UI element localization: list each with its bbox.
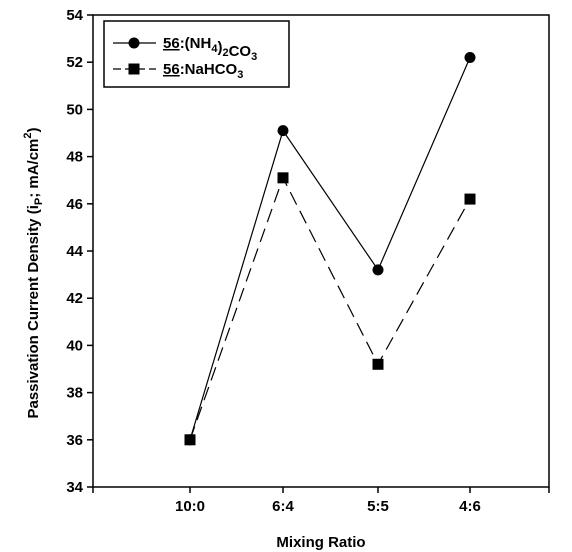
legend-marker-1 bbox=[128, 37, 140, 49]
y-tick-label: 38 bbox=[66, 385, 83, 402]
y-tick-label: 54 bbox=[66, 7, 83, 24]
series-2-point bbox=[464, 193, 476, 205]
y-tick-label: 46 bbox=[66, 196, 83, 213]
legend-label-1: 56:(NH4)2CO3 bbox=[163, 35, 257, 63]
series-2-point bbox=[184, 434, 196, 446]
y-axis-title: Passivation Current Density (iP; mA/cm2) bbox=[22, 127, 45, 418]
y-tick-label: 36 bbox=[66, 432, 83, 449]
series-2-point bbox=[372, 358, 384, 370]
x-tick-label: 4:6 bbox=[459, 498, 481, 515]
x-tick-label: 6:4 bbox=[272, 498, 294, 515]
series-2-point bbox=[277, 172, 289, 184]
y-tick-label: 40 bbox=[66, 337, 83, 354]
y-tick-label: 44 bbox=[66, 243, 83, 260]
x-tick-label: 10:0 bbox=[175, 498, 205, 515]
y-tick-label: 52 bbox=[66, 54, 83, 71]
legend-label-2: 56:NaHCO3 bbox=[163, 61, 243, 81]
series-1-point bbox=[372, 264, 384, 276]
y-tick-label: 34 bbox=[66, 479, 83, 496]
series-line-2 bbox=[189, 176, 471, 441]
x-tick-label: 5:5 bbox=[367, 498, 389, 515]
y-tick-label: 50 bbox=[66, 101, 83, 118]
series-line-1 bbox=[189, 57, 471, 440]
x-axis-title: Mixing Ratio bbox=[276, 534, 365, 551]
legend-marker-2 bbox=[128, 63, 140, 75]
legend-box bbox=[103, 20, 290, 88]
series-1-point bbox=[277, 125, 289, 137]
y-tick-label: 48 bbox=[66, 149, 83, 166]
y-tick-label: 42 bbox=[66, 290, 83, 307]
series-1-point bbox=[464, 51, 476, 63]
